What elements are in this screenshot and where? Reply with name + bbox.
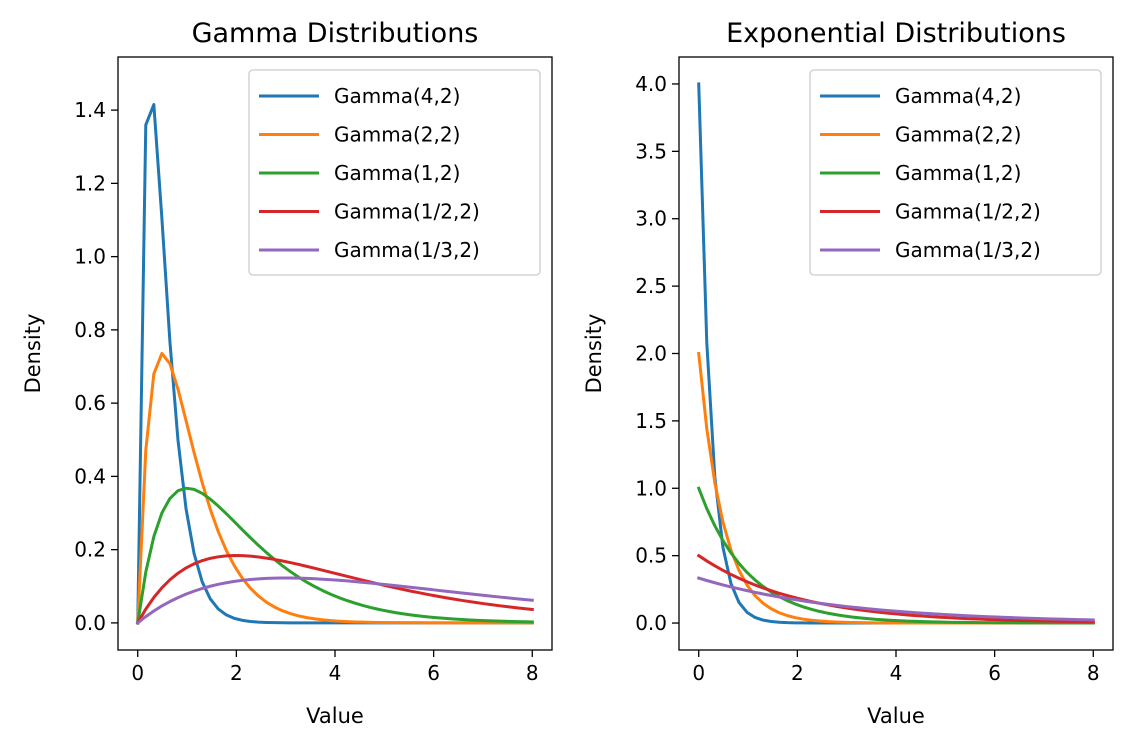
legend-label: Gamma(1/3,2)	[334, 238, 480, 262]
x-tick-label: 0	[692, 661, 705, 685]
y-tick-label: 3.0	[635, 207, 667, 231]
x-tick-label: 0	[131, 661, 144, 685]
y-tick-label: 1.2	[74, 171, 106, 195]
y-tick-label: 0.2	[74, 538, 106, 562]
gamma-x-axis-label: Value	[306, 704, 364, 728]
y-tick-label: 1.4	[74, 98, 106, 122]
legend-label: Gamma(4,2)	[895, 84, 1021, 108]
gamma-series-lines	[135, 103, 534, 626]
x-tick-label: 6	[988, 661, 1001, 685]
gamma-legend: Gamma(4,2) Gamma(2,2) Gamma(1,2) Gamma(1/2,…	[248, 69, 541, 276]
gamma-axis-ticks: 0 2 4 6 8 0.0 0.2 0.4 0.6 0.8 1.0 1.2 1.4	[74, 98, 538, 685]
legend-label: Gamma(4,2)	[334, 84, 460, 108]
exponential-legend: Gamma(4,2) Gamma(2,2) Gamma(1,2) Gamma(1/2,…	[809, 69, 1102, 276]
y-tick-label: 1.0	[635, 476, 667, 500]
y-tick-label: 0.4	[74, 464, 106, 488]
gamma-y-axis-label: Density	[21, 314, 45, 394]
y-tick-label: 2.5	[635, 274, 667, 298]
x-tick-label: 2	[791, 661, 804, 685]
legend-label: Gamma(2,2)	[895, 123, 1021, 147]
x-tick-label: 8	[1087, 661, 1100, 685]
exponential-subplot: Exponential Distributions Value Density …	[582, 18, 1114, 728]
series-line-2	[136, 351, 534, 625]
exponential-y-axis-label: Density	[582, 314, 606, 394]
series-line-4	[135, 554, 534, 625]
x-tick-label: 8	[526, 661, 539, 685]
y-tick-label: 0.5	[635, 544, 667, 568]
gamma-chart-title: Gamma Distributions	[192, 18, 479, 49]
series-line-5	[135, 576, 534, 626]
y-tick-label: 0.0	[74, 611, 106, 635]
y-tick-label: 0.8	[74, 318, 106, 342]
x-tick-label: 6	[427, 661, 440, 685]
gamma-plot-frame	[117, 56, 553, 651]
legend-label: Gamma(2,2)	[334, 123, 460, 147]
y-tick-label: 1.0	[74, 245, 106, 269]
y-tick-label: 1.5	[635, 409, 667, 433]
exponential-chart-title: Exponential Distributions	[726, 18, 1066, 49]
exponential-axis-ticks: 0 2 4 6 8 0.0 0.5 1.0 1.5 2.0 2.5 3.0 3.5 4.0	[635, 72, 1099, 685]
x-tick-label: 4	[890, 661, 903, 685]
series-line-4	[696, 553, 1095, 624]
x-tick-label: 2	[230, 661, 243, 685]
exponential-plot-frame	[678, 56, 1114, 651]
series-line-5	[696, 576, 1095, 622]
gamma-subplot: Gamma Distributions Value Density 0 2 4 6 80…	[21, 18, 553, 728]
y-tick-label: 0.0	[635, 611, 667, 635]
y-tick-label: 3.5	[635, 139, 667, 163]
legend-label: Gamma(1/3,2)	[895, 238, 1041, 262]
exponential-series-lines	[696, 82, 1095, 625]
legend-label: Gamma(1/2,2)	[895, 200, 1041, 224]
y-tick-label: 4.0	[635, 72, 667, 96]
legend-label: Gamma(1/2,2)	[334, 200, 480, 224]
exponential-x-axis-label: Value	[867, 704, 925, 728]
legend-label: Gamma(1,2)	[334, 161, 460, 185]
legend-box	[248, 69, 541, 276]
x-tick-label: 4	[329, 661, 342, 685]
legend-box	[809, 69, 1102, 276]
series-line-3	[136, 486, 534, 625]
y-tick-label: 2.0	[635, 342, 667, 366]
legend-label: Gamma(1,2)	[895, 161, 1021, 185]
y-tick-label: 0.6	[74, 391, 106, 415]
